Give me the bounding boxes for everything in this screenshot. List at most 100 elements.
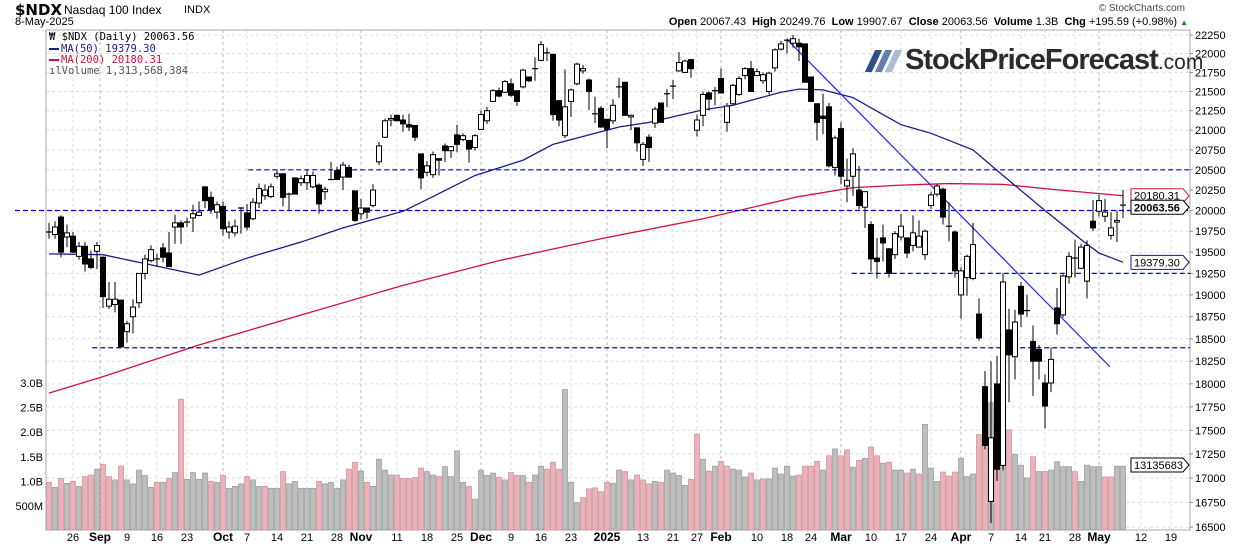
volume-bar — [250, 479, 256, 531]
date-tick-label: Sep — [89, 530, 111, 544]
legend-price: ₩ $NDX (Daily) 20063.56 — [49, 31, 194, 43]
volume-bar — [376, 458, 382, 531]
date-tick-label: 7 — [988, 532, 994, 544]
candle-body — [220, 205, 226, 230]
candle-body — [1060, 275, 1066, 316]
candle-body — [1030, 340, 1036, 362]
open-label: Open — [668, 16, 697, 28]
volume-bar — [724, 465, 730, 531]
candle-body — [646, 136, 652, 149]
candle-body — [256, 187, 262, 204]
candle-body — [202, 186, 208, 202]
volume-bar — [268, 487, 274, 531]
candle-body — [790, 38, 796, 44]
legend-ma200-text: MA(200) 20180.31 — [61, 54, 163, 66]
volume-bar — [382, 469, 388, 531]
volume-bar — [88, 474, 94, 531]
volume-bar — [202, 472, 208, 531]
volume-bar — [1060, 466, 1066, 531]
volume-bar — [442, 466, 448, 531]
volume-bar — [1024, 477, 1030, 531]
volume-bar — [220, 475, 226, 531]
volume-bar — [178, 398, 184, 531]
candle-body — [724, 105, 730, 123]
candle-body — [88, 258, 94, 268]
candle-body — [910, 232, 916, 246]
volume-bar — [844, 449, 850, 531]
price-tick-label: 17750 — [1195, 402, 1226, 414]
candle-body — [166, 252, 172, 268]
volume-bar — [622, 471, 628, 531]
price-tick-label: 16500 — [1195, 522, 1226, 534]
volume-label: Volume — [993, 16, 1033, 28]
candle-body — [688, 59, 694, 70]
candle-body — [682, 60, 688, 73]
volume-tick-label: 3.0B — [20, 378, 43, 390]
date-tick-label: 9 — [508, 532, 514, 544]
candle-body — [862, 191, 868, 208]
volume-bar — [874, 455, 880, 531]
volume-bar — [1084, 464, 1090, 531]
volume-bar — [598, 491, 604, 531]
candle-body — [928, 194, 934, 207]
candle-body — [100, 256, 106, 298]
candle-body — [976, 313, 982, 339]
volume-tick-label: 2.0B — [20, 427, 43, 439]
price-tick-label: 20000 — [1195, 205, 1226, 217]
date-tick-label: 14 — [1015, 532, 1027, 544]
candle-body — [1054, 307, 1060, 325]
exchange: INDX — [184, 4, 211, 16]
date-tick-label: 19 — [1165, 532, 1177, 544]
volume-value: 1.3B — [1035, 16, 1059, 28]
date-tick-label: 26 — [67, 532, 79, 544]
candle-body — [604, 118, 610, 130]
candle-body — [922, 230, 928, 256]
candle-body — [280, 173, 286, 198]
candle-body — [466, 139, 472, 150]
volume-bar — [358, 470, 364, 531]
candle-body — [550, 53, 556, 116]
plot-frame — [45, 29, 1191, 531]
candle-body — [736, 77, 742, 96]
volume-bar — [1036, 471, 1042, 531]
logo-suffix: .com — [1157, 51, 1204, 74]
volume-bar — [670, 472, 676, 531]
volume-bar — [82, 476, 88, 531]
candle-body — [340, 164, 346, 178]
volume-bar — [580, 497, 586, 531]
stockpriceforecast-logo: StockPriceForecast.com — [864, 44, 1204, 77]
candle-body — [1096, 200, 1102, 212]
volume-bar — [658, 482, 664, 531]
date-tick-label: 23 — [565, 532, 577, 544]
date-tick-label: Feb — [710, 530, 731, 544]
volume-bar — [910, 468, 916, 531]
volume-bar — [100, 463, 106, 531]
volume-bar — [1072, 471, 1078, 531]
logo-text: StockPriceForecast — [905, 44, 1159, 76]
volume-bar — [418, 467, 424, 531]
volume-bar — [400, 478, 406, 531]
date-tick-label: 28 — [1069, 532, 1081, 544]
candle-body — [394, 114, 400, 122]
price-tick-label: 19750 — [1195, 226, 1226, 238]
candle-body — [274, 173, 280, 177]
candle-body — [160, 247, 166, 258]
volume-bar — [862, 457, 868, 531]
volume-bar — [982, 441, 988, 531]
candle-body — [508, 83, 514, 96]
low-label: Low — [831, 16, 854, 28]
candle-body — [148, 249, 154, 262]
candle-body — [358, 207, 364, 215]
candle-body — [820, 115, 826, 119]
change-value: +195.59 (+0.98%) — [1088, 16, 1178, 28]
price-tick-label: 20250 — [1195, 185, 1226, 197]
ma50-value-tag: 19379.30 — [1134, 257, 1180, 269]
volume-bar — [880, 462, 886, 531]
date-tick-label: 9 — [124, 532, 130, 544]
candle-body — [316, 184, 322, 205]
price-tick-label: 16750 — [1195, 497, 1226, 509]
candle-body — [970, 244, 976, 280]
volume-bar — [1114, 465, 1120, 531]
volume-bar — [328, 482, 334, 531]
